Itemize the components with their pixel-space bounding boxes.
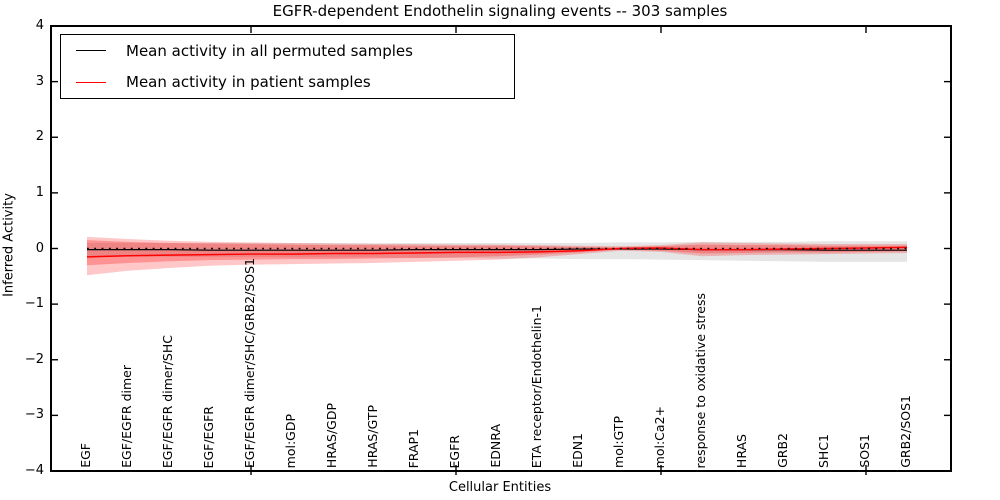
y-tick-label: −2 [24,351,44,367]
legend-box: Mean activity in all permuted samples Me… [60,34,515,99]
x-category-label: mol:GTP [611,416,626,468]
legend-label-patient: Mean activity in patient samples [126,73,371,92]
x-category-label: GRB2 [775,433,790,468]
x-category-label: SOS1 [857,434,872,468]
x-category-label: HRAS/GTP [365,405,380,468]
series-line-patient [86,246,908,258]
legend-item-patient: Mean activity in patient samples [61,67,514,97]
x-category-label: ETA receptor/Endothelin-1 [529,304,544,468]
x-category-label: EDNRA [488,424,503,468]
band-permuted-range [87,241,907,262]
x-category-label: FRAP1 [406,428,421,468]
x-category-label: mol:Ca2+ [652,405,667,468]
x-category-label: EGF/EGFR dimer [119,365,134,468]
x-category-label: EGF [78,443,93,468]
x-axis-label: Cellular Entities [448,480,552,495]
legend-item-permuted: Mean activity in all permuted samples [61,36,514,66]
y-tick-label: 1 [35,184,44,200]
x-category-label: HRAS [734,433,749,468]
y-tick-label: −4 [24,463,44,478]
x-category-label: response to oxidative stress [693,292,708,468]
y-tick-label: 2 [35,129,44,145]
legend-line-permuted-icon [76,50,106,52]
legend-line-patient-icon [76,81,106,83]
x-category-label: GRB2/SOS1 [898,395,913,468]
band-patient-range-outer [87,236,907,276]
y-tick-label: 4 [35,18,44,33]
y-tick-label: 3 [35,73,44,89]
x-category-label: SHC1 [816,433,831,468]
x-category-label: EGFR [447,434,462,468]
y-tick-label: 0 [35,240,44,256]
x-category-label: HRAS/GDP [324,402,339,468]
y-tick-label: −1 [24,296,44,312]
y-tick-label: −3 [24,407,44,423]
x-category-label: EGF/EGFR [201,405,216,468]
x-category-label: EGF/EGFR dimer/SHC/GRB2/SOS1 [242,257,257,468]
x-category-label: EDN1 [570,433,585,468]
legend-label-permuted: Mean activity in all permuted samples [126,41,413,60]
x-category-label: EGF/EGFR dimer/SHC [160,334,175,468]
chart-title: EGFR-dependent Endothelin signaling even… [272,2,728,20]
x-category-label: mol:GDP [283,413,298,468]
